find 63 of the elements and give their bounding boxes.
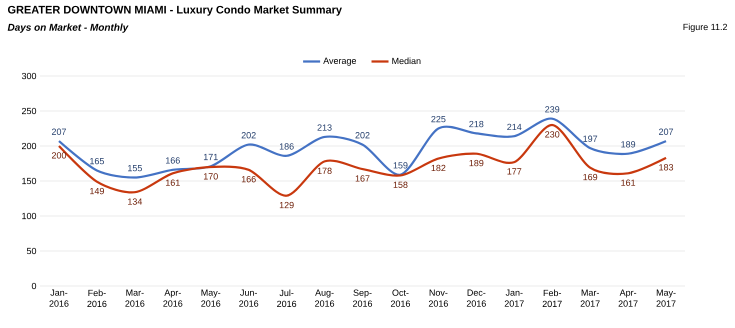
x-tick-label: Dec-2016 xyxy=(466,290,486,307)
x-tick-label: May-2017 xyxy=(656,290,676,307)
x-tick-label: May-2016 xyxy=(201,290,220,307)
data-label: 225 xyxy=(431,116,446,122)
y-tick-label: 250 xyxy=(22,108,36,114)
data-label: 177 xyxy=(507,168,522,174)
x-tick-label: Feb-2016 xyxy=(87,290,106,308)
data-label: 207 xyxy=(52,128,66,135)
legend-label: Average xyxy=(323,58,356,66)
legend-label: Median xyxy=(392,58,420,64)
data-label: 170 xyxy=(204,173,218,180)
x-tick-label: Nov-2016 xyxy=(428,290,448,307)
x-tick-label: Mar-2016 xyxy=(125,290,144,307)
x-tick-label: Feb-2017 xyxy=(542,290,562,308)
data-label: 230 xyxy=(545,131,560,138)
data-label: 161 xyxy=(621,179,636,186)
data-label: 178 xyxy=(318,168,332,174)
data-label: 213 xyxy=(318,124,332,131)
x-tick-label: Jan-2017 xyxy=(504,290,524,307)
data-label: 165 xyxy=(90,158,104,164)
y-tick-label: 200 xyxy=(22,142,36,150)
y-tick-label: 50 xyxy=(26,248,36,254)
data-label: 129 xyxy=(280,202,294,208)
data-label: 197 xyxy=(583,136,598,142)
data-label: 134 xyxy=(128,198,142,205)
data-label: 166 xyxy=(166,157,180,164)
data-label: 149 xyxy=(90,188,104,194)
x-tick-label: Apr-2017 xyxy=(618,290,638,307)
y-tick-label: 300 xyxy=(22,72,36,80)
x-tick-label: Jan-2016 xyxy=(49,290,69,307)
data-label: 171 xyxy=(204,154,218,160)
data-label: 200 xyxy=(52,152,66,159)
data-label: 207 xyxy=(659,128,674,135)
data-label: 202 xyxy=(355,132,370,138)
x-tick-label: Sep-2016 xyxy=(352,290,372,307)
chart-subtitle: Days on Market - Monthly xyxy=(8,24,129,33)
data-label: 189 xyxy=(621,141,636,148)
data-label: 202 xyxy=(242,132,256,138)
y-tick-label: 0 xyxy=(32,282,36,290)
x-tick-label: Jul-2016 xyxy=(277,290,296,308)
data-label: 218 xyxy=(469,120,484,128)
data-label: 155 xyxy=(128,165,142,172)
data-label: 166 xyxy=(242,176,256,182)
x-tick-label: Apr-2016 xyxy=(163,290,182,307)
x-tick-label: Mar-2017 xyxy=(580,290,600,307)
chart-title: GREATER DOWNTOWN MIAMI - Luxury Condo Market Summary xyxy=(8,6,342,16)
data-label: 158 xyxy=(394,182,408,188)
y-tick-label: 100 xyxy=(22,212,36,220)
y-tick-label: 150 xyxy=(22,178,36,184)
data-label: 189 xyxy=(470,160,484,166)
data-label: 214 xyxy=(507,124,522,130)
data-label: 161 xyxy=(166,179,180,186)
caption: Figure 11.2 xyxy=(684,24,728,32)
data-label: 169 xyxy=(583,174,598,180)
data-label: 182 xyxy=(432,164,446,172)
data-label: 239 xyxy=(545,106,560,113)
x-tick-label: Jun-2016 xyxy=(239,290,258,307)
data-label: 167 xyxy=(356,175,370,182)
x-tick-label: Aug-2016 xyxy=(315,290,334,307)
data-label: 159 xyxy=(394,162,408,169)
x-tick-label: Oct-2016 xyxy=(390,290,410,307)
data-label: 183 xyxy=(659,164,674,170)
data-label: 186 xyxy=(280,143,294,150)
